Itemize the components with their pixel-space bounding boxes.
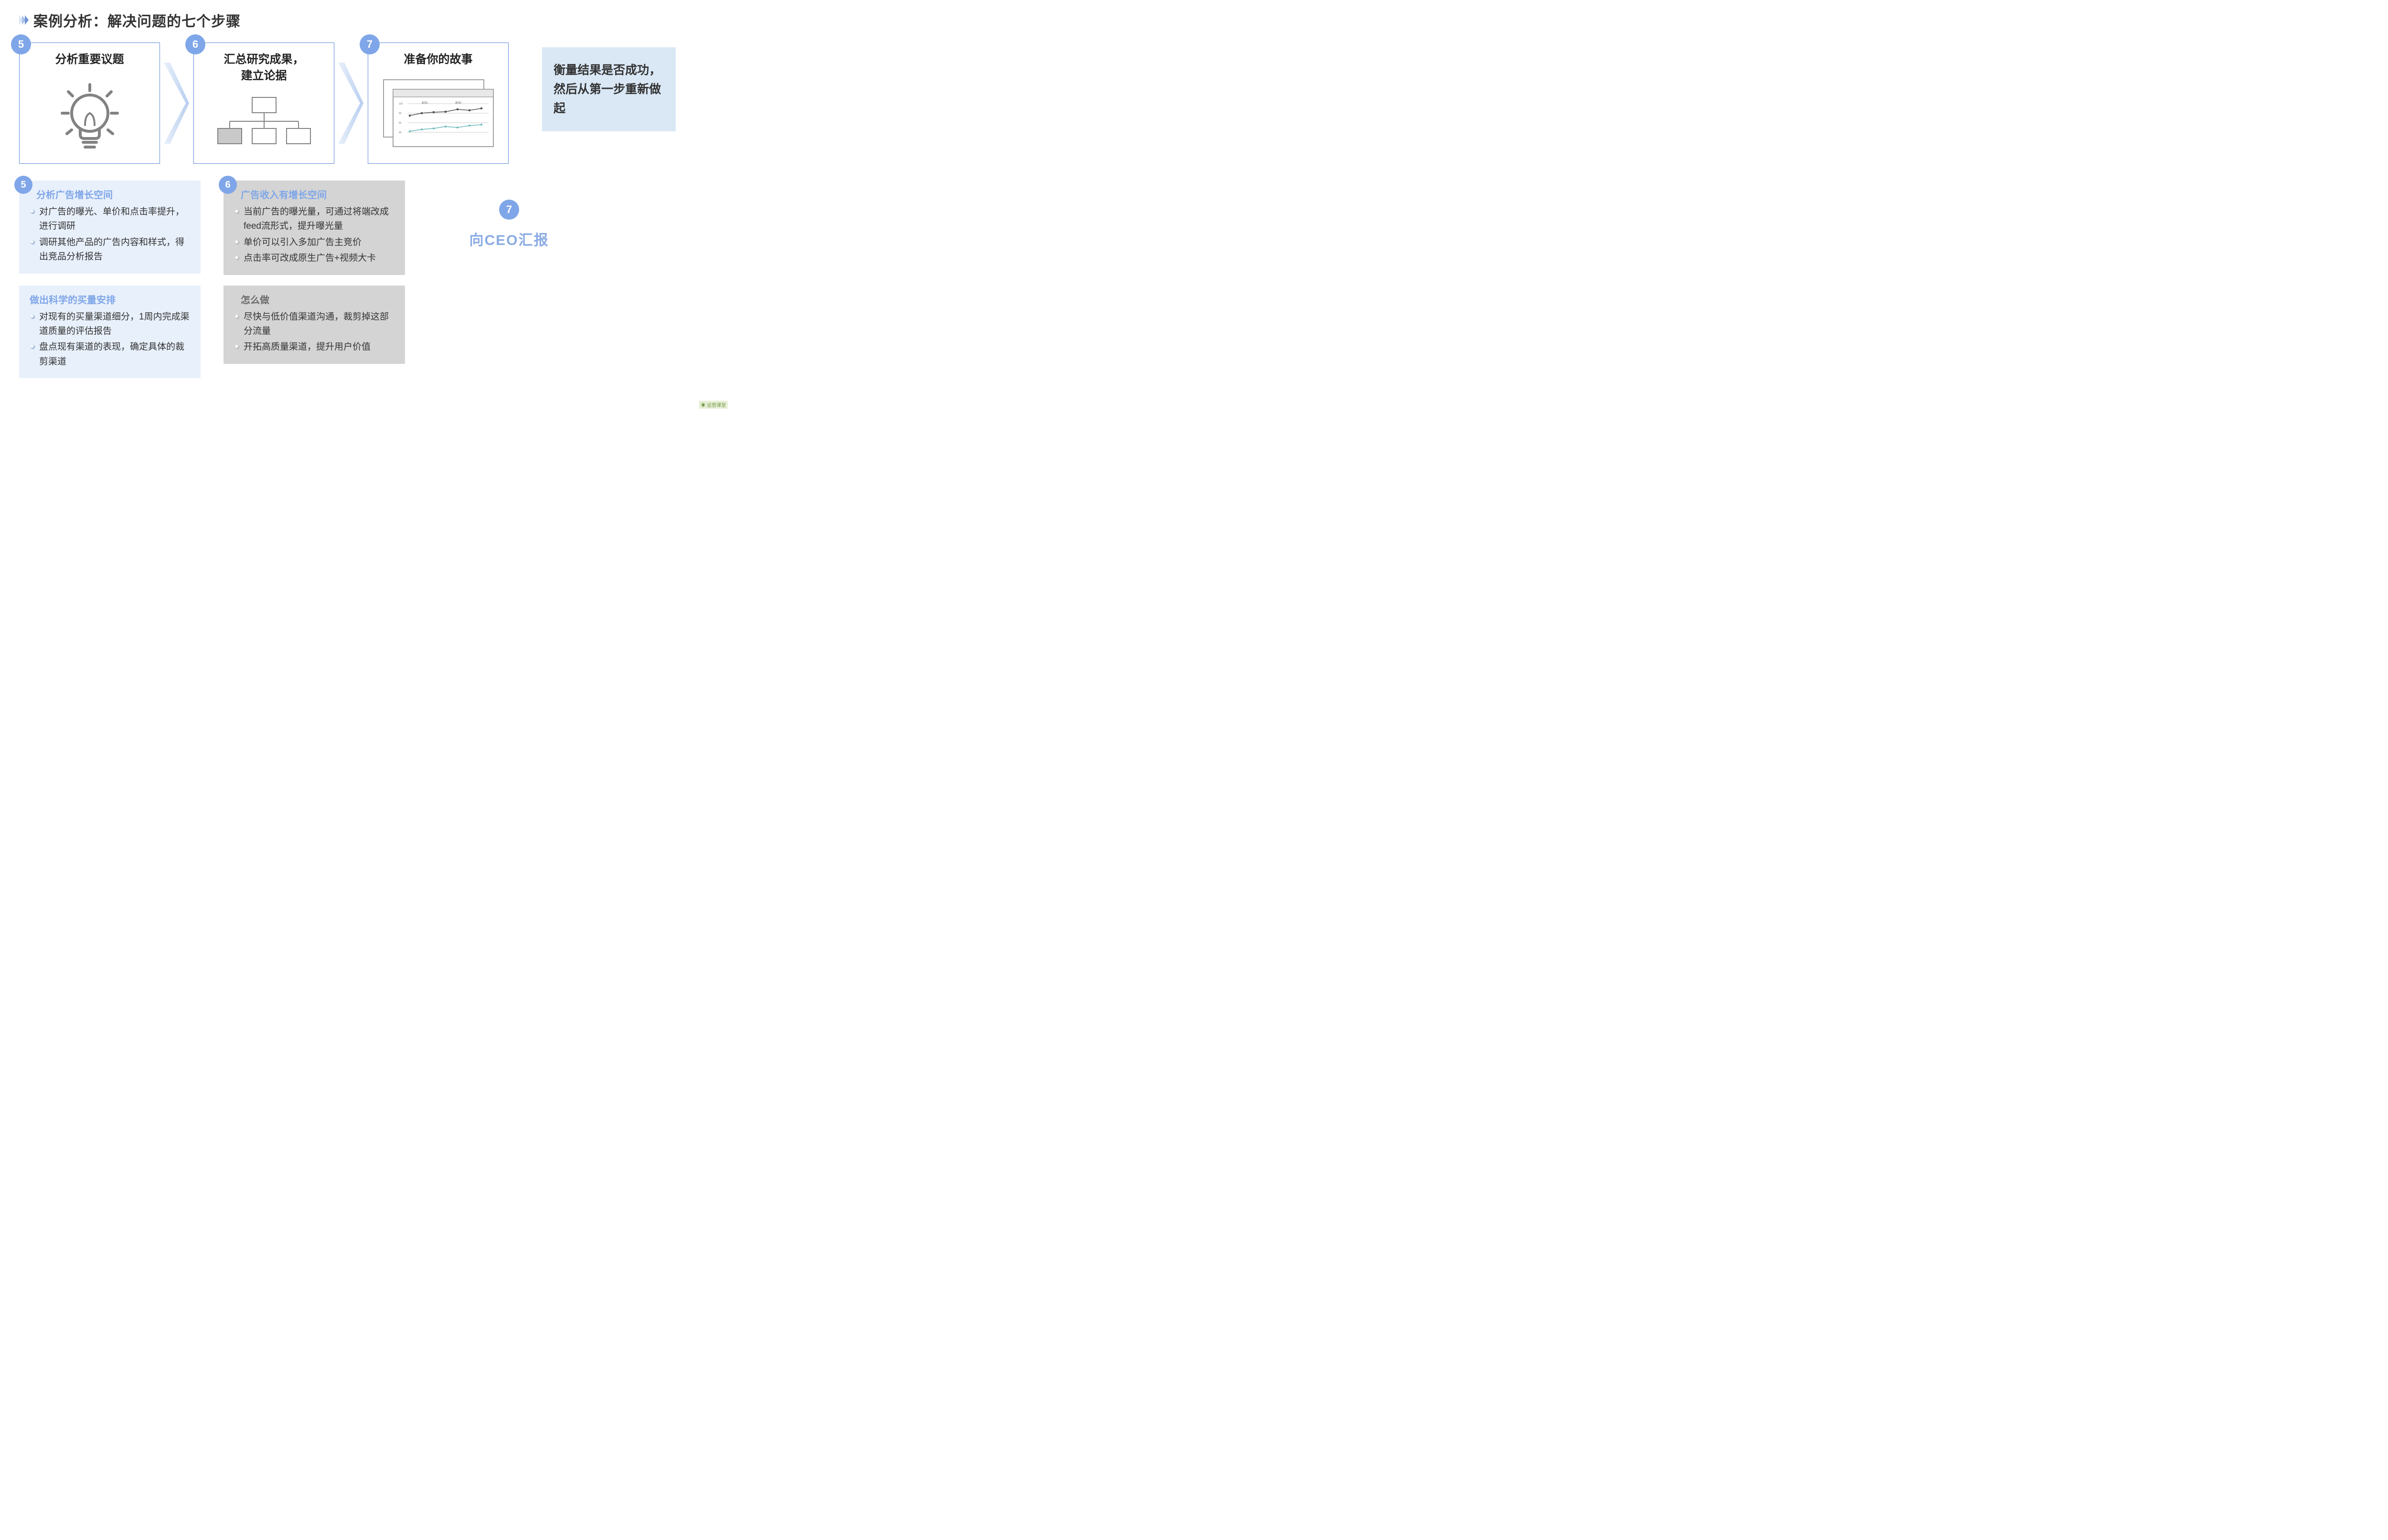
list-item: 单价可以引入多加广告主竞价 bbox=[234, 235, 396, 250]
step-badge-6: 6 bbox=[185, 34, 205, 54]
title-chevron-icon bbox=[19, 14, 30, 26]
detail-badge-5: 5 bbox=[14, 176, 32, 194]
step-title-6: 汇总研究成果， 建立论据 bbox=[224, 52, 304, 84]
list-item: 开拓高质量渠道，提升用户价值 bbox=[234, 340, 396, 354]
lightbulb-icon bbox=[29, 73, 150, 159]
detail-list: 对广告的曝光、单价和点击率提升，进行调研 调研其他产品的广告内容和样式，得出竞品… bbox=[30, 205, 192, 265]
detail-heading: 做出科学的买量安排 bbox=[30, 292, 192, 306]
page-title: 案例分析：解决问题的七个步骤 bbox=[33, 10, 241, 31]
step-badge-5: 5 bbox=[11, 34, 31, 54]
list-item: 对广告的曝光、单价和点击率提升，进行调研 bbox=[30, 205, 192, 234]
svg-text:60: 60 bbox=[399, 122, 402, 125]
arrow-icon bbox=[160, 42, 193, 164]
detail-6b: 怎么做 尽快与低价值渠道沟通，裁剪掉这部分流量 开拓高质量渠道，提升用户价值 bbox=[224, 286, 405, 364]
detail-5a: 5 分析广告增长空间 对广告的曝光、单价和点击率提升，进行调研 调研其他产品的广… bbox=[19, 181, 201, 274]
step-title-5: 分析重要议题 bbox=[55, 52, 124, 68]
linecharts-icon: 100 80 60 40 系列1 系列2 bbox=[378, 73, 499, 159]
list-item: 对现有的买量渠道细分，1周内完成渠道质量的评估报告 bbox=[30, 310, 192, 339]
detail-grid: 5 分析广告增长空间 对广告的曝光、单价和点击率提升，进行调研 调研其他产品的广… bbox=[19, 181, 714, 378]
orgchart-icon bbox=[203, 88, 324, 159]
step-card-5: 5 分析重要议题 bbox=[19, 42, 160, 164]
svg-text:100: 100 bbox=[399, 103, 403, 106]
detail-badge-6: 6 bbox=[219, 176, 237, 194]
detail-heading: 广告收入有增长空间 bbox=[241, 187, 396, 201]
svg-text:40: 40 bbox=[399, 131, 402, 134]
list-item: 点击率可改成原生广告+视频大卡 bbox=[234, 251, 396, 266]
list-item: 当前广告的曝光量，可通过将端改成feed流形式，提升曝光量 bbox=[234, 205, 396, 234]
page-title-row: 案例分析：解决问题的七个步骤 bbox=[19, 10, 714, 31]
detail-heading: 怎么做 bbox=[241, 292, 396, 306]
svg-text:80: 80 bbox=[399, 112, 402, 115]
svg-text:系列2: 系列2 bbox=[455, 101, 461, 105]
detail-heading: 分析广告增长空间 bbox=[36, 187, 192, 201]
detail-list: 对现有的买量渠道细分，1周内完成渠道质量的评估报告 盘点现有渠道的表现，确定具体… bbox=[30, 310, 192, 370]
col7-badge: 7 bbox=[499, 200, 519, 220]
step-badge-7: 7 bbox=[360, 34, 380, 54]
detail-6a: 6 广告收入有增长空间 当前广告的曝光量，可通过将端改成feed流形式，提升曝光… bbox=[224, 181, 405, 275]
steps-row: 5 分析重要议题 bbox=[19, 42, 714, 164]
col7: 7 向CEO汇报 bbox=[428, 181, 590, 249]
step-title-7: 准备你的故事 bbox=[404, 52, 473, 68]
list-item: 盘点现有渠道的表现，确定具体的裁剪渠道 bbox=[30, 340, 192, 369]
svg-text:系列1: 系列1 bbox=[422, 101, 428, 105]
step-card-7: 7 准备你的故事 10080 bbox=[368, 42, 509, 164]
watermark: ◉ 运营课堂 bbox=[699, 401, 728, 409]
summary-box: 衡量结果是否成功， 然后从第一步重新做起 bbox=[542, 47, 676, 131]
col7-text: 向CEO汇报 bbox=[469, 228, 549, 249]
detail-list: 尽快与低价值渠道沟通，裁剪掉这部分流量 开拓高质量渠道，提升用户价值 bbox=[234, 310, 396, 355]
list-item: 调研其他产品的广告内容和样式，得出竞品分析报告 bbox=[30, 235, 192, 265]
arrow-icon bbox=[334, 42, 368, 164]
detail-list: 当前广告的曝光量，可通过将端改成feed流形式，提升曝光量 单价可以引入多加广告… bbox=[234, 205, 396, 266]
detail-5b: 做出科学的买量安排 对现有的买量渠道细分，1周内完成渠道质量的评估报告 盘点现有… bbox=[19, 286, 201, 379]
list-item: 尽快与低价值渠道沟通，裁剪掉这部分流量 bbox=[234, 310, 396, 339]
step-card-6: 6 汇总研究成果， 建立论据 bbox=[193, 42, 334, 164]
